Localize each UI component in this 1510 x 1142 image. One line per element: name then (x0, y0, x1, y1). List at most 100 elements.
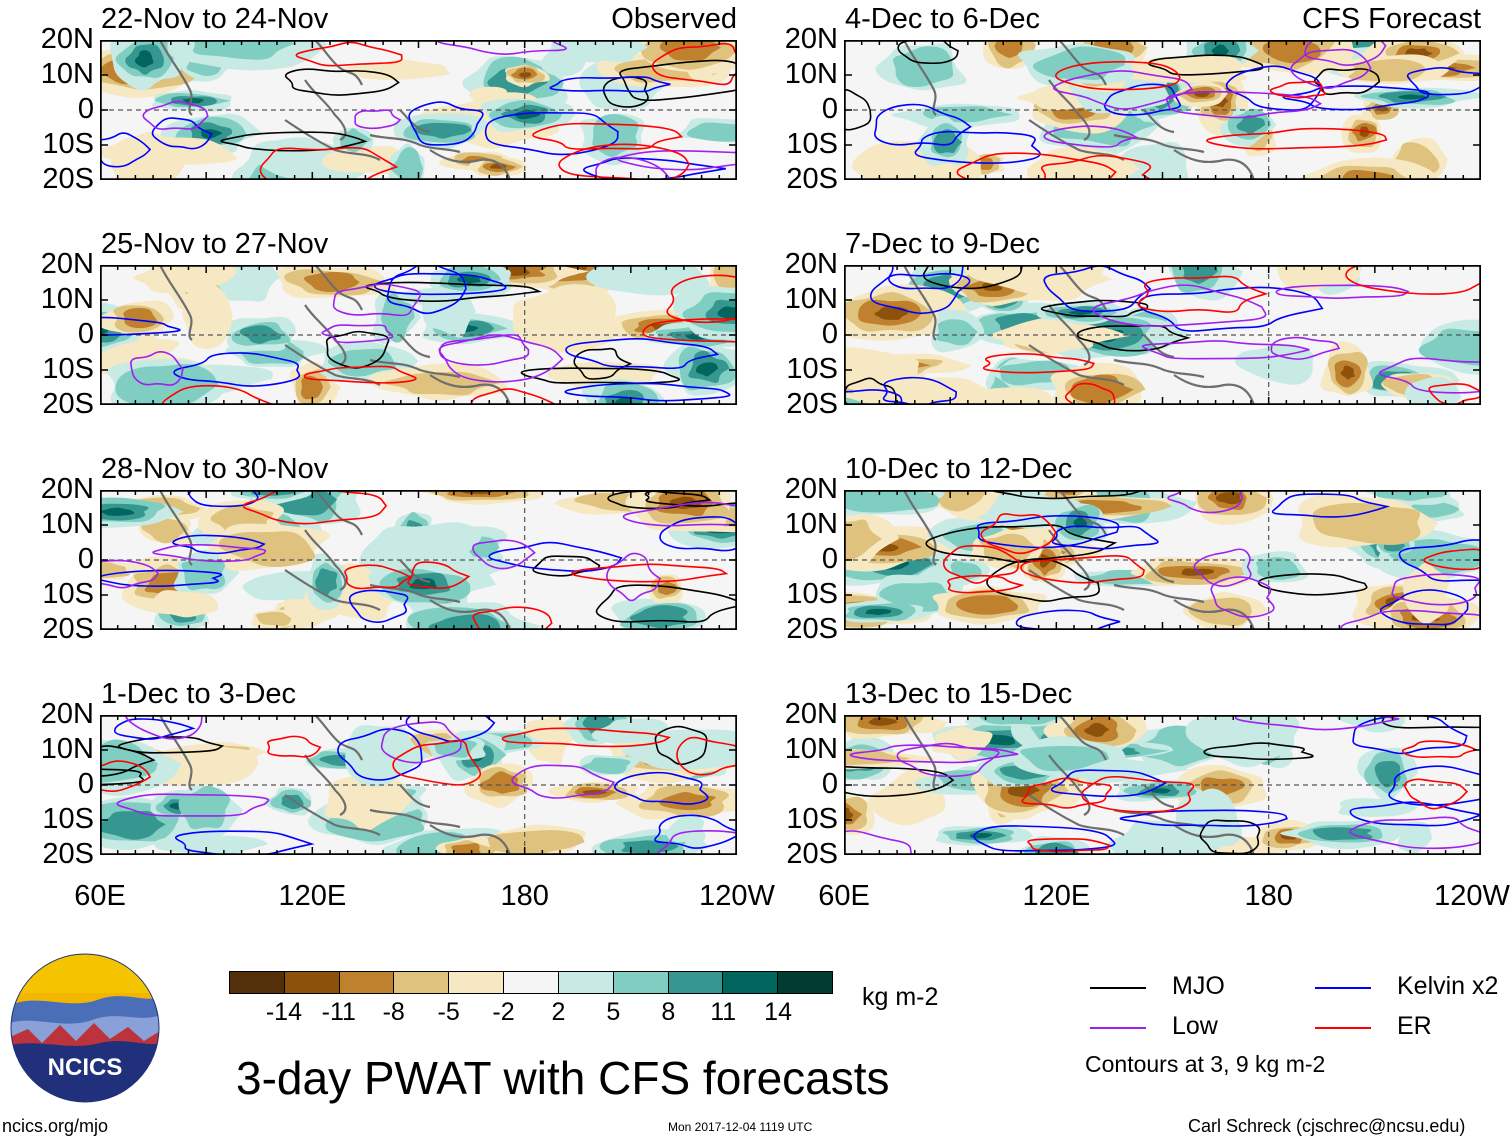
y-tick-label: 10S (786, 353, 838, 385)
footer-timestamp: Mon 2017-12-04 1119 UTC (668, 1120, 813, 1134)
pwat-map (844, 265, 1481, 405)
kelvin-contour (1119, 809, 1288, 827)
low-contour (1043, 125, 1139, 148)
low-contour (595, 156, 671, 180)
mjo-contour (986, 558, 1100, 602)
coastline (159, 265, 193, 341)
colorbar-tick-label: -2 (492, 998, 515, 1026)
dry-anomaly-region (451, 843, 481, 855)
mjo-contour (1313, 68, 1381, 96)
coastline (903, 490, 937, 566)
dry-anomaly-region (383, 371, 501, 396)
kelvin-contour (100, 132, 152, 168)
mjo-contour (644, 490, 737, 507)
er-contour (501, 727, 672, 748)
y-tick-label: 10N (40, 733, 94, 765)
wet-anomaly-region (1175, 788, 1242, 847)
x-tick-label: 120W (1434, 880, 1510, 912)
mjo-contour (573, 347, 633, 380)
mjo-contour (1381, 715, 1481, 729)
dry-anomaly-region (1007, 784, 1041, 798)
er-contour (642, 318, 737, 343)
kelvin-contour (1050, 769, 1168, 798)
mjo-contour (595, 584, 737, 623)
wet-anomaly-region (622, 729, 737, 770)
legend-label: Kelvin x2 (1397, 972, 1499, 1000)
low-contour (1167, 490, 1243, 514)
kelvin-contour (914, 130, 1041, 164)
colorbar-tick-label: 5 (606, 998, 621, 1026)
coastline (314, 715, 363, 761)
kelvin-contour (151, 117, 213, 150)
coastline (314, 265, 363, 311)
low-contour (380, 721, 462, 764)
y-tick-label: 10N (40, 58, 94, 90)
chart-title: 3-day PWAT with CFS forecasts (236, 1052, 890, 1104)
y-tick-label: 20N (40, 23, 94, 55)
y-tick-label: 0 (821, 543, 838, 575)
kelvin-contour (337, 728, 423, 781)
map-panel (100, 265, 737, 405)
coastline (304, 529, 347, 591)
coastline (1173, 374, 1256, 405)
dry-anomaly-region (844, 750, 911, 766)
dry-anomaly-region (868, 717, 898, 726)
coastline (314, 490, 363, 536)
dry-anomaly-region (1215, 492, 1241, 505)
low-contour (849, 744, 1019, 764)
wet-anomaly-region (192, 40, 295, 60)
low-contour (1391, 573, 1481, 606)
kelvin-contour (654, 814, 737, 849)
colorbar-tick-label: -5 (437, 998, 460, 1026)
mjo-contour (100, 745, 156, 777)
dry-anomaly-region (123, 307, 158, 329)
er-contour (392, 739, 482, 786)
y-tick-label: 10S (786, 578, 838, 610)
colorbar-swatch (723, 972, 779, 993)
y-tick-label: 20S (42, 163, 94, 195)
low-contour (844, 830, 913, 855)
coastline (1028, 344, 1125, 386)
wet-anomaly-region (315, 568, 338, 596)
coastline (1173, 824, 1256, 855)
er-contour (571, 563, 729, 583)
colorbar-tick-label: 8 (661, 998, 676, 1026)
x-tick-label: 180 (500, 880, 549, 912)
colorbar-swatch (394, 972, 450, 993)
coastline (304, 304, 347, 366)
dry-anomaly-region (300, 375, 324, 400)
er-contour (100, 760, 152, 792)
low-contour (436, 40, 567, 55)
coastline (1143, 559, 1175, 584)
wet-anomaly-region (1185, 715, 1300, 768)
wet-anomaly-region (1020, 745, 1110, 772)
colorbar-tick-label: 11 (710, 998, 737, 1026)
x-tick-label: 60E (818, 880, 870, 912)
er-contour (1269, 80, 1326, 99)
low-contour (622, 501, 737, 527)
x-tick-label: 60E (74, 880, 126, 912)
coastline (399, 784, 431, 809)
dry-anomaly-region (994, 40, 1023, 58)
low-contour (1210, 576, 1275, 618)
y-tick-label: 10S (42, 578, 94, 610)
er-contour (1027, 838, 1111, 853)
map-panel (100, 40, 737, 180)
mjo-contour (619, 59, 737, 102)
mjo-contour (844, 765, 955, 798)
wet-anomaly-region (865, 608, 892, 615)
dry-anomaly-region (844, 519, 883, 561)
legend-label: ER (1397, 1012, 1432, 1040)
low-contour (332, 283, 422, 317)
colorbar-swatch (778, 972, 832, 993)
low-contour (1290, 48, 1372, 89)
mjo-contour (654, 725, 708, 766)
kelvin-contour (1349, 801, 1481, 827)
dry-anomaly-region (182, 282, 233, 349)
coastline (1028, 119, 1125, 161)
colorbar-swatch (668, 972, 724, 993)
er-contour (558, 143, 690, 180)
mjo-contour (325, 330, 390, 369)
wet-anomaly-region (239, 325, 281, 344)
kelvin-contour (565, 338, 720, 370)
